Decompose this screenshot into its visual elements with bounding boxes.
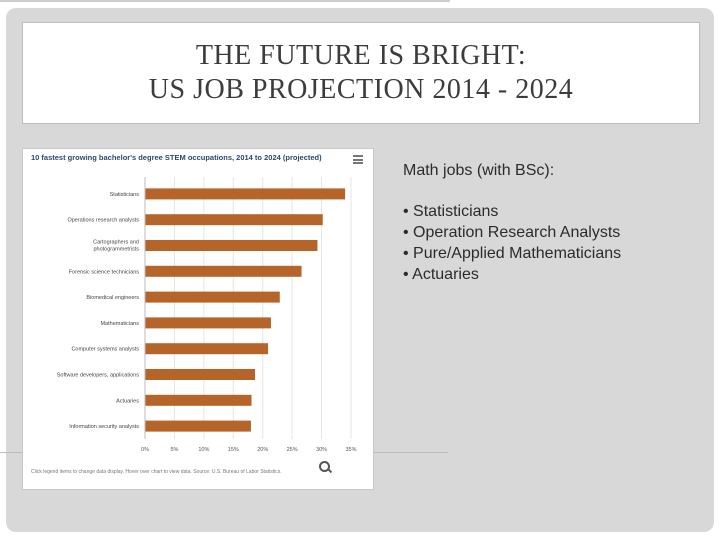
category-label: Biomedical engineers <box>86 295 139 301</box>
title-box: THE FUTURE IS BRIGHT: US JOB PROJECTION … <box>22 22 700 124</box>
bar <box>145 317 271 329</box>
category-label: Mathematicians <box>100 321 139 327</box>
side-list-item: • Pure/Applied Mathematicians <box>403 245 622 262</box>
x-tick-label: 15% <box>228 447 239 453</box>
bar <box>145 343 269 355</box>
x-tick-label: 20% <box>257 447 268 453</box>
bar <box>145 369 256 380</box>
side-heading: Math jobs (with BSc): <box>403 162 555 179</box>
side-list: • Statisticians • Operation Research Ana… <box>403 201 703 285</box>
zoom-icon[interactable] <box>319 461 330 472</box>
bar <box>145 265 302 277</box>
right-divider <box>372 452 448 453</box>
category-label: Computer systems analysts <box>71 347 139 353</box>
slide-title-line-2: US JOB PROJECTION 2014 - 2024 <box>148 74 574 105</box>
chart-note: Click legend items to change data displa… <box>31 469 282 475</box>
category-label: Software developers, applications <box>57 373 139 379</box>
side-list-item: • Actuaries <box>403 266 479 283</box>
x-tick-label: 10% <box>198 447 209 453</box>
bar <box>145 394 252 406</box>
left-divider <box>0 452 22 453</box>
bar <box>145 420 251 432</box>
category-label: Forensic science technicians <box>69 269 140 275</box>
menu-icon[interactable] <box>353 155 363 164</box>
category-label: Statisticians <box>110 192 140 198</box>
bar <box>145 240 318 251</box>
bar-chart: 0% 5% 10% 15% 20% 25% 30% 35% Statisticians Opera… <box>57 177 357 453</box>
x-tick-label: 25% <box>287 447 298 453</box>
x-tick-label: 30% <box>316 447 327 453</box>
category-label: Actuaries <box>116 398 139 404</box>
top-divider <box>0 0 450 2</box>
x-tick-label: 0% <box>141 447 149 453</box>
x-tick-label: 5% <box>170 447 178 453</box>
side-list-item: • Statisticians <box>403 203 499 220</box>
side-text: Math jobs (with BSc): • Statisticians • … <box>403 160 703 285</box>
category-label: Information security analysts <box>69 424 139 430</box>
side-list-item: • Operation Research Analysts <box>403 224 621 241</box>
bar <box>145 291 280 303</box>
chart-title: 10 fastest growing bachelor's degree STE… <box>31 153 322 162</box>
category-label: Cartographers and photogrammetrists <box>93 240 139 253</box>
bar <box>145 188 346 200</box>
bar <box>145 214 323 226</box>
slide-title-line-1: THE FUTURE IS BRIGHT: <box>195 40 527 71</box>
category-label: Operations research analysts <box>67 218 139 224</box>
chart-panel: 10 fastest growing bachelor's degree STE… <box>22 148 374 490</box>
x-tick-label: 35% <box>345 447 356 453</box>
